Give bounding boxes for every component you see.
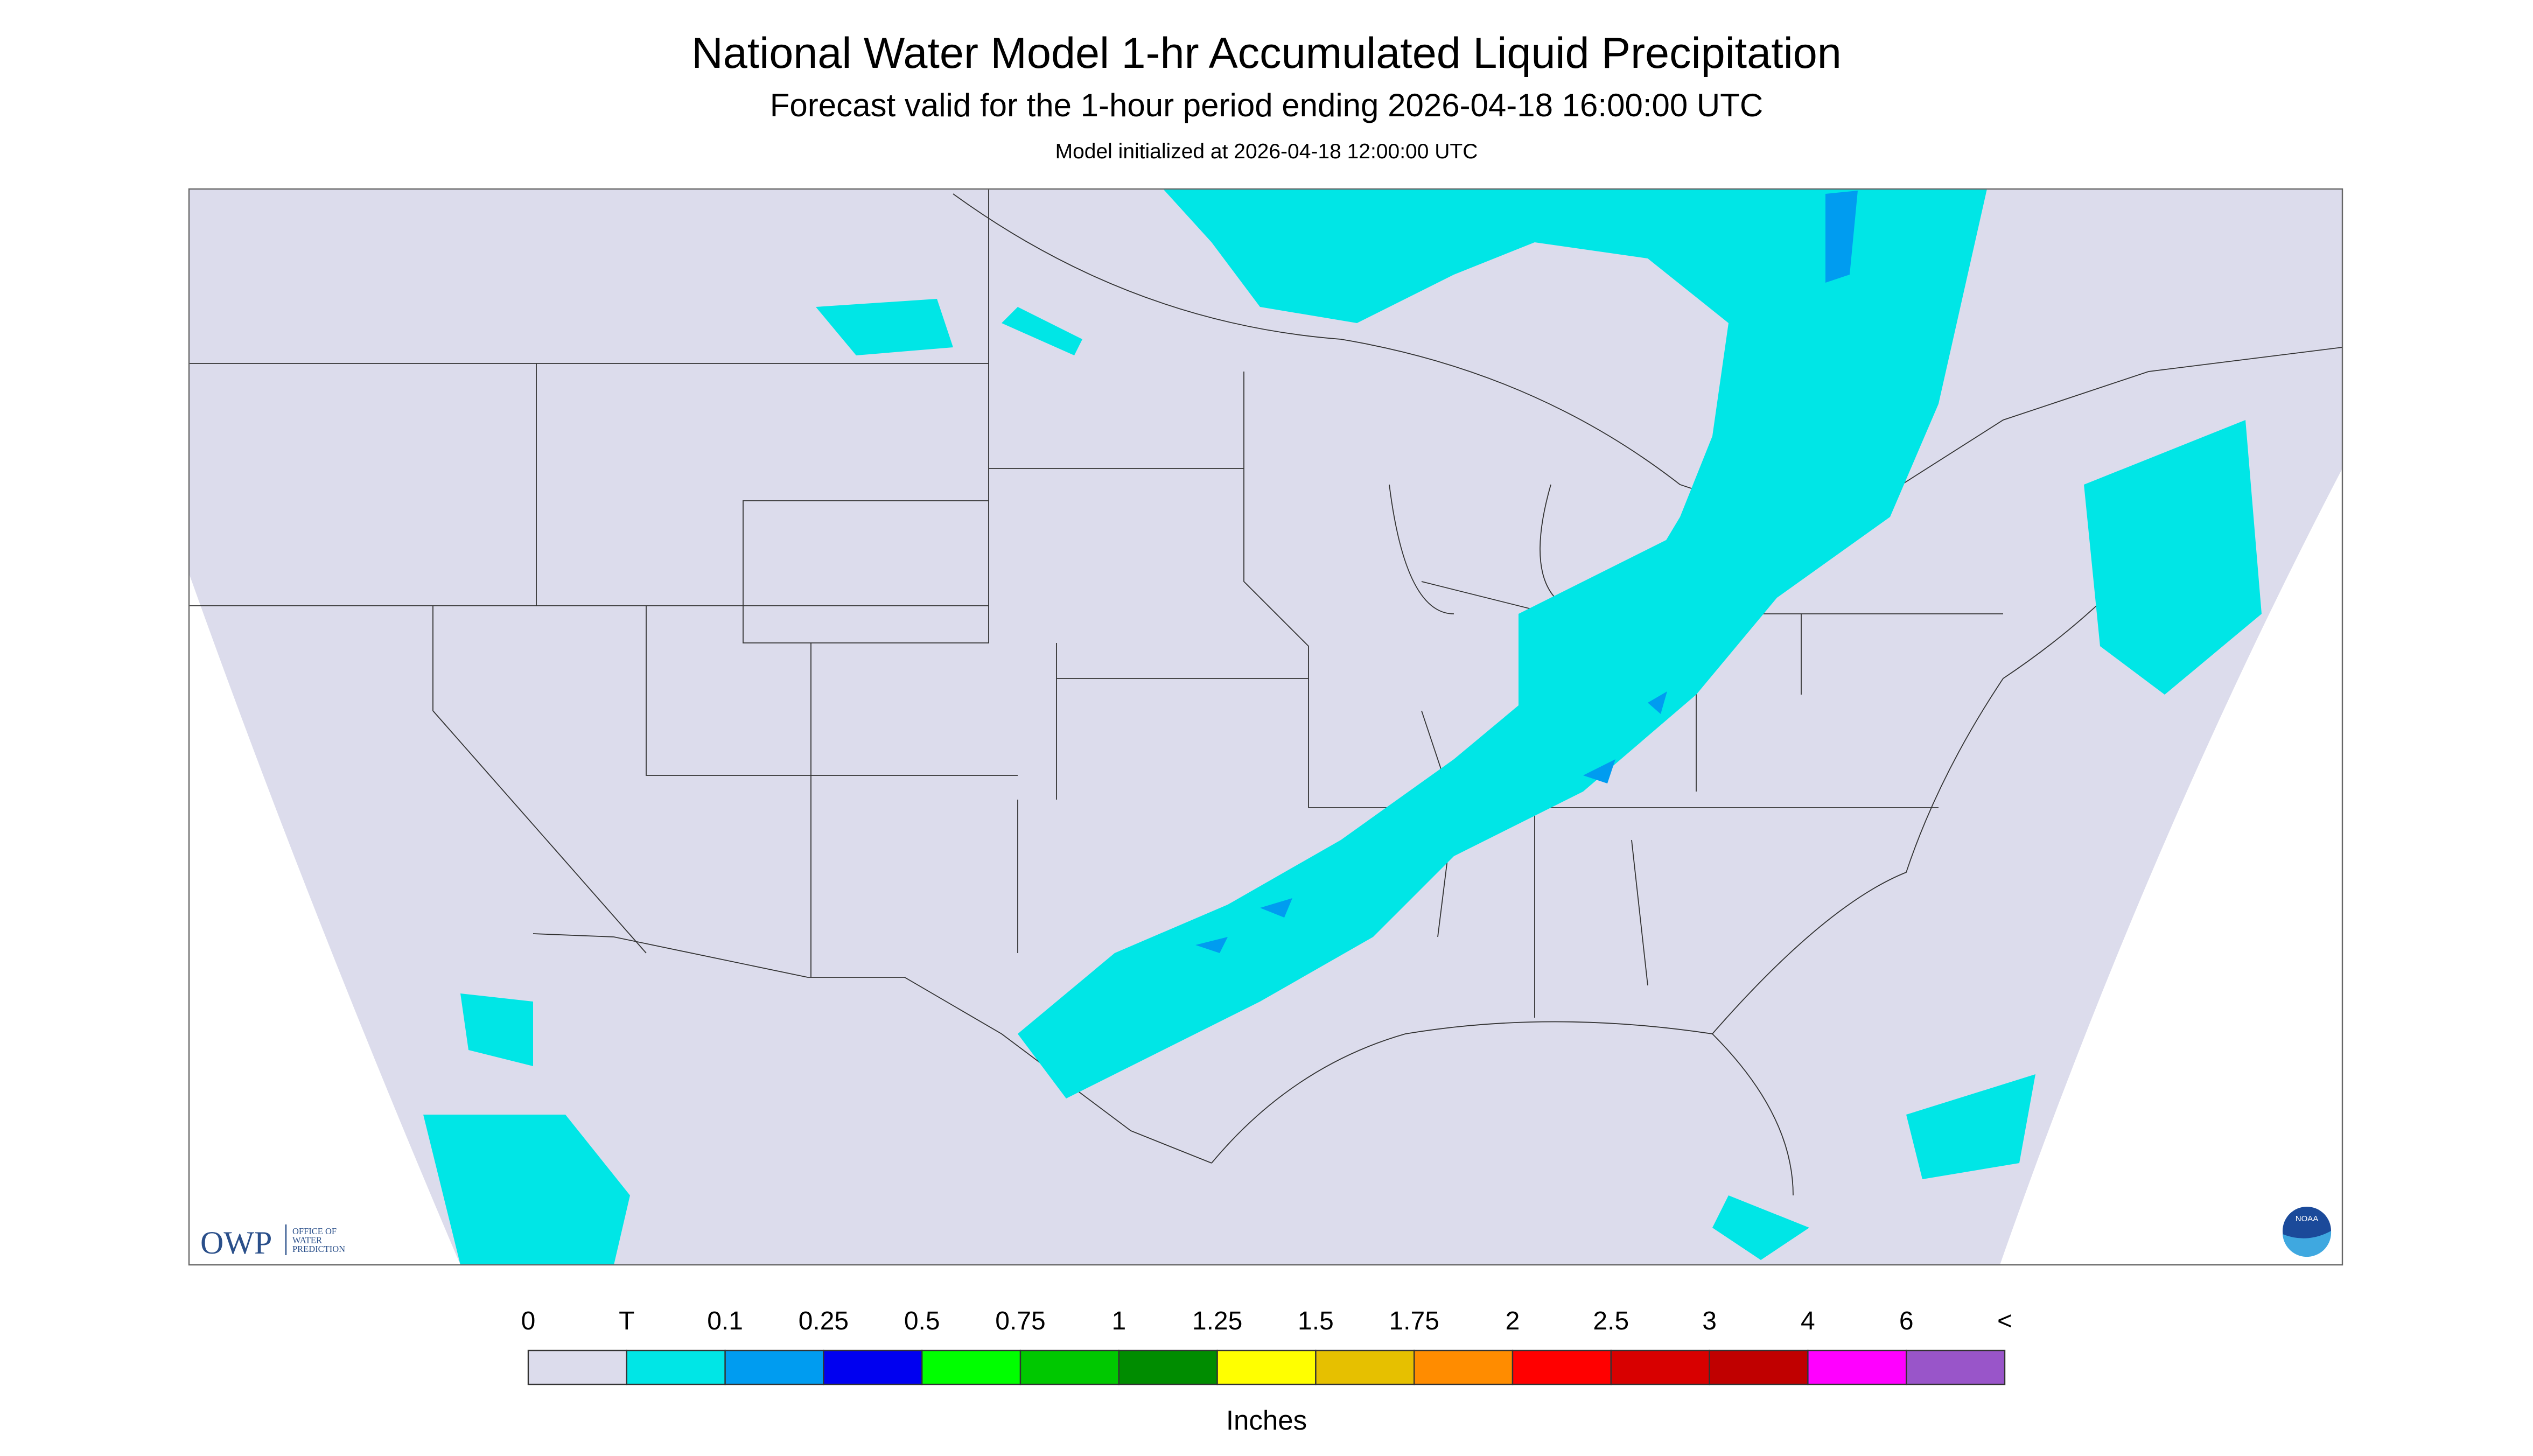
- legend-swatch: [1610, 1349, 1710, 1385]
- legend-unit: Inches: [1226, 1405, 1307, 1436]
- legend-swatch: [921, 1349, 1021, 1385]
- legend-label: 3: [1702, 1307, 1717, 1335]
- legend-swatch: [1905, 1349, 2006, 1385]
- boundaries: [189, 189, 2343, 1196]
- title: National Water Model 1-hr Accumulated Li…: [691, 29, 1842, 78]
- precipitation: [423, 189, 2262, 1265]
- legend-swatch: [527, 1349, 628, 1385]
- legend-label: T: [619, 1307, 634, 1335]
- legend-swatch: [1118, 1349, 1218, 1385]
- owp-text-line: PREDICTION: [292, 1244, 345, 1254]
- owp-text-line: OFFICE OF: [292, 1226, 337, 1236]
- legend-label: 1.5: [1298, 1307, 1334, 1335]
- owp-text-line: WATER: [292, 1235, 322, 1245]
- subtitle: Forecast valid for the 1-hour period end…: [770, 87, 1763, 123]
- legend-label: 0.25: [799, 1307, 849, 1335]
- legend-label: 6: [1899, 1307, 1914, 1335]
- legend-label: <: [1997, 1307, 2012, 1335]
- noaa-wave: [2283, 1231, 2332, 1257]
- legend-swatch: [1709, 1349, 1809, 1385]
- legend-label: 0.5: [904, 1307, 940, 1335]
- legend-label: 1: [1111, 1307, 1126, 1335]
- owp-logo: OWP: [200, 1225, 272, 1261]
- legend-swatch: [1807, 1349, 1907, 1385]
- map-frame: [188, 188, 2343, 1266]
- legend-label: 0.75: [995, 1307, 1045, 1335]
- legend-swatch: [1019, 1349, 1120, 1385]
- legend-label: 1.75: [1389, 1307, 1439, 1335]
- legend-swatch: [823, 1349, 923, 1385]
- legend-label: 2: [1506, 1307, 1520, 1335]
- legend-label: 2.5: [1593, 1307, 1629, 1335]
- legend-label: 1.25: [1192, 1307, 1242, 1335]
- legend-swatch: [1414, 1349, 1514, 1385]
- legend: 0 T 0.1 0.25 0.5 0.75 1 1.25 1.5 1.75 2 2.5 3 4 6 <: [521, 1307, 2012, 1385]
- legend-label: 0.1: [707, 1307, 743, 1335]
- legend-swatch: [1512, 1349, 1612, 1385]
- init-time: Model initialized at 2026-04-18 12:00:00…: [1055, 140, 1478, 163]
- legend-label: 0: [521, 1307, 536, 1335]
- legend-swatch: [724, 1349, 824, 1385]
- legend-swatch: [1216, 1349, 1317, 1385]
- legend-swatch: [1315, 1349, 1415, 1385]
- noaa-text: NOAA: [2296, 1214, 2319, 1223]
- legend-label: 4: [1801, 1307, 1815, 1335]
- legend-swatch: [626, 1349, 726, 1385]
